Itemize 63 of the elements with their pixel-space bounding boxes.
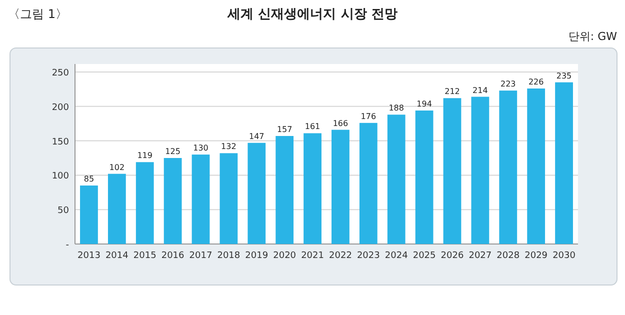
x-tick-label: 2018: [217, 251, 240, 261]
data-label: 212: [444, 87, 460, 96]
chart-title: 세계 신재생에너지 시장 전망: [226, 7, 398, 22]
data-label: 147: [249, 132, 264, 141]
bar: [304, 133, 322, 244]
bar: [499, 90, 518, 244]
x-tick-label: 2022: [329, 251, 352, 261]
x-tick-label: 2024: [384, 251, 408, 261]
data-label: 85: [84, 174, 94, 184]
x-tick-label: 2020: [273, 251, 296, 261]
data-label: 214: [472, 86, 488, 95]
text: 〈그림 1〉: [8, 7, 68, 21]
data-label: 226: [528, 78, 544, 87]
bar: [164, 158, 182, 244]
data-label: 119: [137, 151, 152, 160]
bar: [220, 153, 238, 244]
bar: [332, 130, 350, 244]
data-label: 223: [500, 80, 516, 89]
x-tick-label: 2027: [468, 251, 492, 261]
x-tick-label: 2013: [78, 251, 100, 261]
bar: [527, 88, 546, 244]
data-label: 176: [360, 112, 376, 121]
x-tick-label: 2026: [440, 251, 464, 261]
bar: [555, 82, 573, 244]
y-tick-label: 100: [52, 172, 70, 182]
bar: [359, 122, 378, 244]
data-label: 166: [332, 118, 348, 128]
data-label: 130: [193, 144, 208, 153]
data-label: 235: [556, 71, 572, 80]
bar: [276, 136, 294, 244]
y-tick-label: 250: [52, 68, 70, 78]
data-label: 102: [109, 162, 125, 172]
x-tick-label: 2025: [412, 251, 436, 261]
bar: [471, 96, 490, 244]
data-label: 161: [304, 122, 320, 132]
data-label: 194: [416, 100, 432, 109]
x-tick-label: 2016: [161, 251, 185, 261]
data-label: 157: [276, 124, 292, 134]
bar: [248, 142, 266, 244]
bar: [80, 186, 98, 244]
x-tick-label: 2023: [356, 251, 380, 261]
bar: [108, 174, 126, 244]
bar: [443, 98, 462, 244]
y-tick-label: -: [66, 240, 69, 250]
x-tick-label: 2014: [105, 251, 129, 261]
text: 단위: GW: [568, 30, 618, 43]
bar: [387, 114, 406, 244]
x-tick-label: 2030: [552, 251, 576, 261]
bar: [415, 110, 434, 244]
x-tick-label: 2029: [524, 251, 548, 261]
y-tick-label: 150: [52, 137, 70, 148]
x-tick-label: 2015: [133, 251, 156, 261]
x-tick-label: 2019: [245, 251, 268, 261]
x-tick-label: 2021: [301, 251, 324, 261]
bar: [136, 162, 154, 244]
x-tick-label: 2017: [189, 251, 212, 261]
x-tick-label: 2028: [496, 251, 520, 261]
data-label: 188: [388, 104, 404, 113]
bar: [192, 154, 210, 244]
data-label: 125: [165, 147, 180, 156]
y-tick-label: 50: [58, 206, 70, 216]
data-label: 132: [221, 142, 236, 152]
y-tick-label: 200: [52, 102, 70, 113]
